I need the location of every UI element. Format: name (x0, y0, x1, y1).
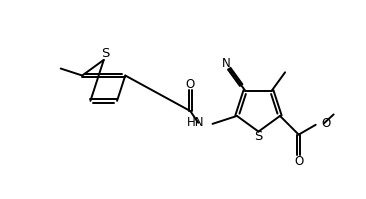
Text: O: O (322, 117, 331, 130)
Text: S: S (101, 47, 109, 60)
Text: N: N (222, 57, 231, 70)
Text: O: O (294, 155, 303, 168)
Text: S: S (254, 130, 263, 143)
Text: HN: HN (187, 116, 204, 129)
Text: O: O (186, 78, 195, 91)
